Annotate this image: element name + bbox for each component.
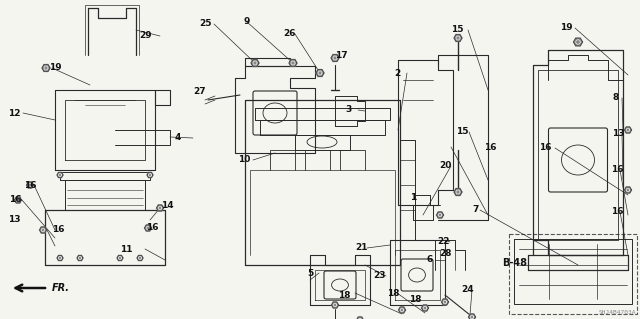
Polygon shape: [625, 127, 632, 133]
Polygon shape: [157, 205, 163, 211]
Text: B-48: B-48: [502, 258, 527, 268]
Polygon shape: [454, 189, 462, 196]
Text: 25: 25: [199, 19, 211, 28]
Text: 8: 8: [613, 93, 619, 102]
Text: 13: 13: [8, 214, 20, 224]
Polygon shape: [57, 256, 63, 261]
Polygon shape: [468, 314, 476, 319]
Polygon shape: [15, 197, 22, 203]
Polygon shape: [289, 60, 297, 66]
Polygon shape: [331, 55, 339, 62]
Text: 17: 17: [335, 51, 348, 61]
Text: 29: 29: [140, 32, 152, 41]
Text: 26: 26: [283, 29, 295, 39]
Text: 16: 16: [484, 143, 496, 152]
Polygon shape: [147, 172, 153, 178]
Text: 13: 13: [612, 130, 624, 138]
Text: 10: 10: [238, 155, 250, 165]
Text: 16: 16: [9, 196, 21, 204]
Text: 20: 20: [439, 161, 451, 170]
Text: 16: 16: [146, 224, 158, 233]
Text: 16: 16: [539, 144, 551, 152]
Polygon shape: [57, 172, 63, 178]
Text: 11: 11: [120, 244, 132, 254]
Polygon shape: [442, 299, 449, 305]
Text: 5: 5: [307, 269, 313, 278]
Text: 12: 12: [8, 108, 20, 117]
Text: 27: 27: [194, 87, 206, 97]
Text: FR.: FR.: [52, 283, 70, 293]
Polygon shape: [251, 60, 259, 66]
Text: 1: 1: [410, 192, 416, 202]
Text: 14: 14: [161, 201, 173, 210]
Polygon shape: [332, 302, 339, 308]
Polygon shape: [422, 305, 429, 311]
Text: 19: 19: [49, 63, 61, 72]
Polygon shape: [436, 212, 444, 218]
Polygon shape: [454, 34, 462, 41]
Text: 24: 24: [461, 286, 474, 294]
Polygon shape: [356, 317, 364, 319]
Text: 9: 9: [244, 18, 250, 26]
Text: 16: 16: [52, 226, 64, 234]
Polygon shape: [573, 38, 582, 46]
Text: 16: 16: [24, 181, 36, 189]
Polygon shape: [316, 70, 324, 77]
Polygon shape: [40, 227, 47, 233]
Text: 6: 6: [427, 256, 433, 264]
Text: 16: 16: [611, 166, 623, 174]
Polygon shape: [77, 256, 83, 261]
Text: 4: 4: [175, 133, 181, 143]
Polygon shape: [145, 225, 152, 231]
Text: 22: 22: [438, 238, 451, 247]
Text: 15: 15: [451, 26, 463, 34]
Text: 18: 18: [409, 295, 421, 305]
Text: 18: 18: [338, 292, 350, 300]
Text: 28: 28: [439, 249, 451, 257]
Text: 23: 23: [374, 271, 387, 280]
Text: 2: 2: [394, 69, 400, 78]
Bar: [509, 234, 637, 314]
Text: 15: 15: [456, 128, 468, 137]
Polygon shape: [42, 64, 50, 71]
Text: 16: 16: [611, 207, 623, 217]
Text: 18: 18: [387, 288, 399, 298]
Text: 21: 21: [356, 243, 368, 253]
Text: 19: 19: [560, 24, 572, 33]
Text: 7: 7: [473, 205, 479, 214]
Polygon shape: [117, 256, 123, 261]
Polygon shape: [399, 307, 406, 313]
Polygon shape: [625, 187, 632, 193]
Text: 3: 3: [345, 106, 351, 115]
Polygon shape: [137, 256, 143, 261]
Polygon shape: [26, 182, 33, 188]
Text: SHJ4B4703A: SHJ4B4703A: [598, 310, 636, 315]
